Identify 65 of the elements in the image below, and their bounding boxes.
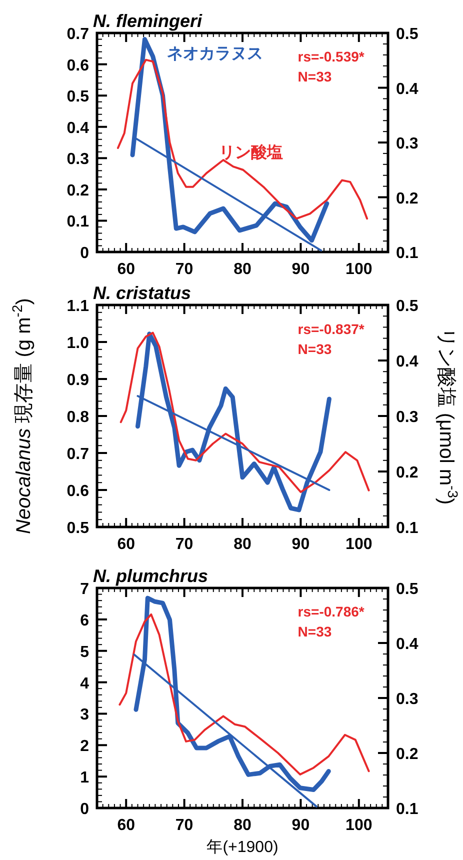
y-tick-label: 0.3 xyxy=(66,151,90,168)
y-tick-label: 0.9 xyxy=(66,372,90,389)
y2-tick-label: 0.2 xyxy=(396,746,418,763)
y2-tick-label: 0.1 xyxy=(396,801,418,818)
chart-title: N. flemingeri xyxy=(93,11,204,31)
y-tick-label: 0.4 xyxy=(66,120,90,137)
y2-tick-label: 0.4 xyxy=(396,80,418,98)
x-tick-label: 100 xyxy=(346,817,372,834)
y-tick-label: 0 xyxy=(80,801,90,818)
x-tick-label: 70 xyxy=(175,817,194,834)
series-label: リン酸塩 xyxy=(219,143,284,162)
annotation: rs=-0.539* xyxy=(298,48,365,64)
x-tick-label: 60 xyxy=(117,817,136,834)
y2-tick-label: 0.5 xyxy=(396,298,418,315)
y2-tick-label: 0.5 xyxy=(396,581,418,598)
y-tick-label: 0.2 xyxy=(66,182,90,200)
y2-tick-label: 0.2 xyxy=(396,190,418,208)
y2-tick-label: 0.1 xyxy=(396,245,418,262)
y-tick-label: 4 xyxy=(80,675,90,692)
y-tick-label: 0.7 xyxy=(66,446,90,463)
annotation: N=33 xyxy=(298,340,332,357)
y-tick-label: 0.6 xyxy=(66,57,90,74)
x-tick-label: 80 xyxy=(234,817,252,834)
x-tick-label: 100 xyxy=(346,261,372,278)
y-tick-label: 0.8 xyxy=(66,409,90,426)
y-tick-label: 0 xyxy=(80,245,90,262)
x-tick-label: 100 xyxy=(346,536,372,553)
y2-tick-label: 0.3 xyxy=(396,136,418,152)
y-tick-label: 5 xyxy=(80,644,90,661)
annotation: rs=-0.786* xyxy=(298,604,365,620)
y-tick-label: 7 xyxy=(80,581,90,598)
x-tick-label: 80 xyxy=(234,536,252,553)
annotation: N=33 xyxy=(298,68,332,84)
x-tick-label: 80 xyxy=(234,261,252,278)
x-axis-title: 年(+1900) xyxy=(206,839,278,856)
x-tick-label: 60 xyxy=(117,536,136,553)
x-tick-label: 60 xyxy=(117,261,136,278)
series-label: ネオカラヌス xyxy=(166,46,263,63)
chart-title: N. plumchrus xyxy=(93,566,208,586)
y-tick-label: 2 xyxy=(80,738,90,756)
x-tick-label: 90 xyxy=(292,536,310,553)
y-tick-label: 1.0 xyxy=(66,335,90,352)
annotation: N=33 xyxy=(298,624,332,640)
y2-tick-label: 0.3 xyxy=(396,691,418,708)
y2-tick-label: 0.4 xyxy=(396,354,418,370)
x-tick-label: 70 xyxy=(175,536,194,553)
annotation: rs=-0.837* xyxy=(298,320,365,337)
y-tick-label: 0.5 xyxy=(66,520,90,537)
y-tick-label: 6 xyxy=(80,612,90,630)
y2-tick-label: 0.4 xyxy=(396,636,418,653)
y-tick-label: 1 xyxy=(80,770,90,787)
y-tick-label: 0.7 xyxy=(66,26,90,43)
y2-tick-label: 0.2 xyxy=(396,464,418,482)
x-tick-label: 70 xyxy=(175,261,194,278)
y-tick-label: 0.5 xyxy=(66,88,90,106)
y2-tick-label: 0.1 xyxy=(396,520,418,537)
y-tick-label: 1.1 xyxy=(66,298,90,315)
chart-title: N. cristatus xyxy=(93,283,192,303)
y-tick-label: 0.6 xyxy=(66,483,90,500)
x-tick-label: 90 xyxy=(292,817,310,834)
y-tick-label: 0.1 xyxy=(66,214,90,231)
x-tick-label: 90 xyxy=(292,261,310,278)
y2-tick-label: 0.5 xyxy=(396,26,418,43)
y-tick-label: 3 xyxy=(80,706,90,724)
y2-tick-label: 0.3 xyxy=(396,409,418,426)
